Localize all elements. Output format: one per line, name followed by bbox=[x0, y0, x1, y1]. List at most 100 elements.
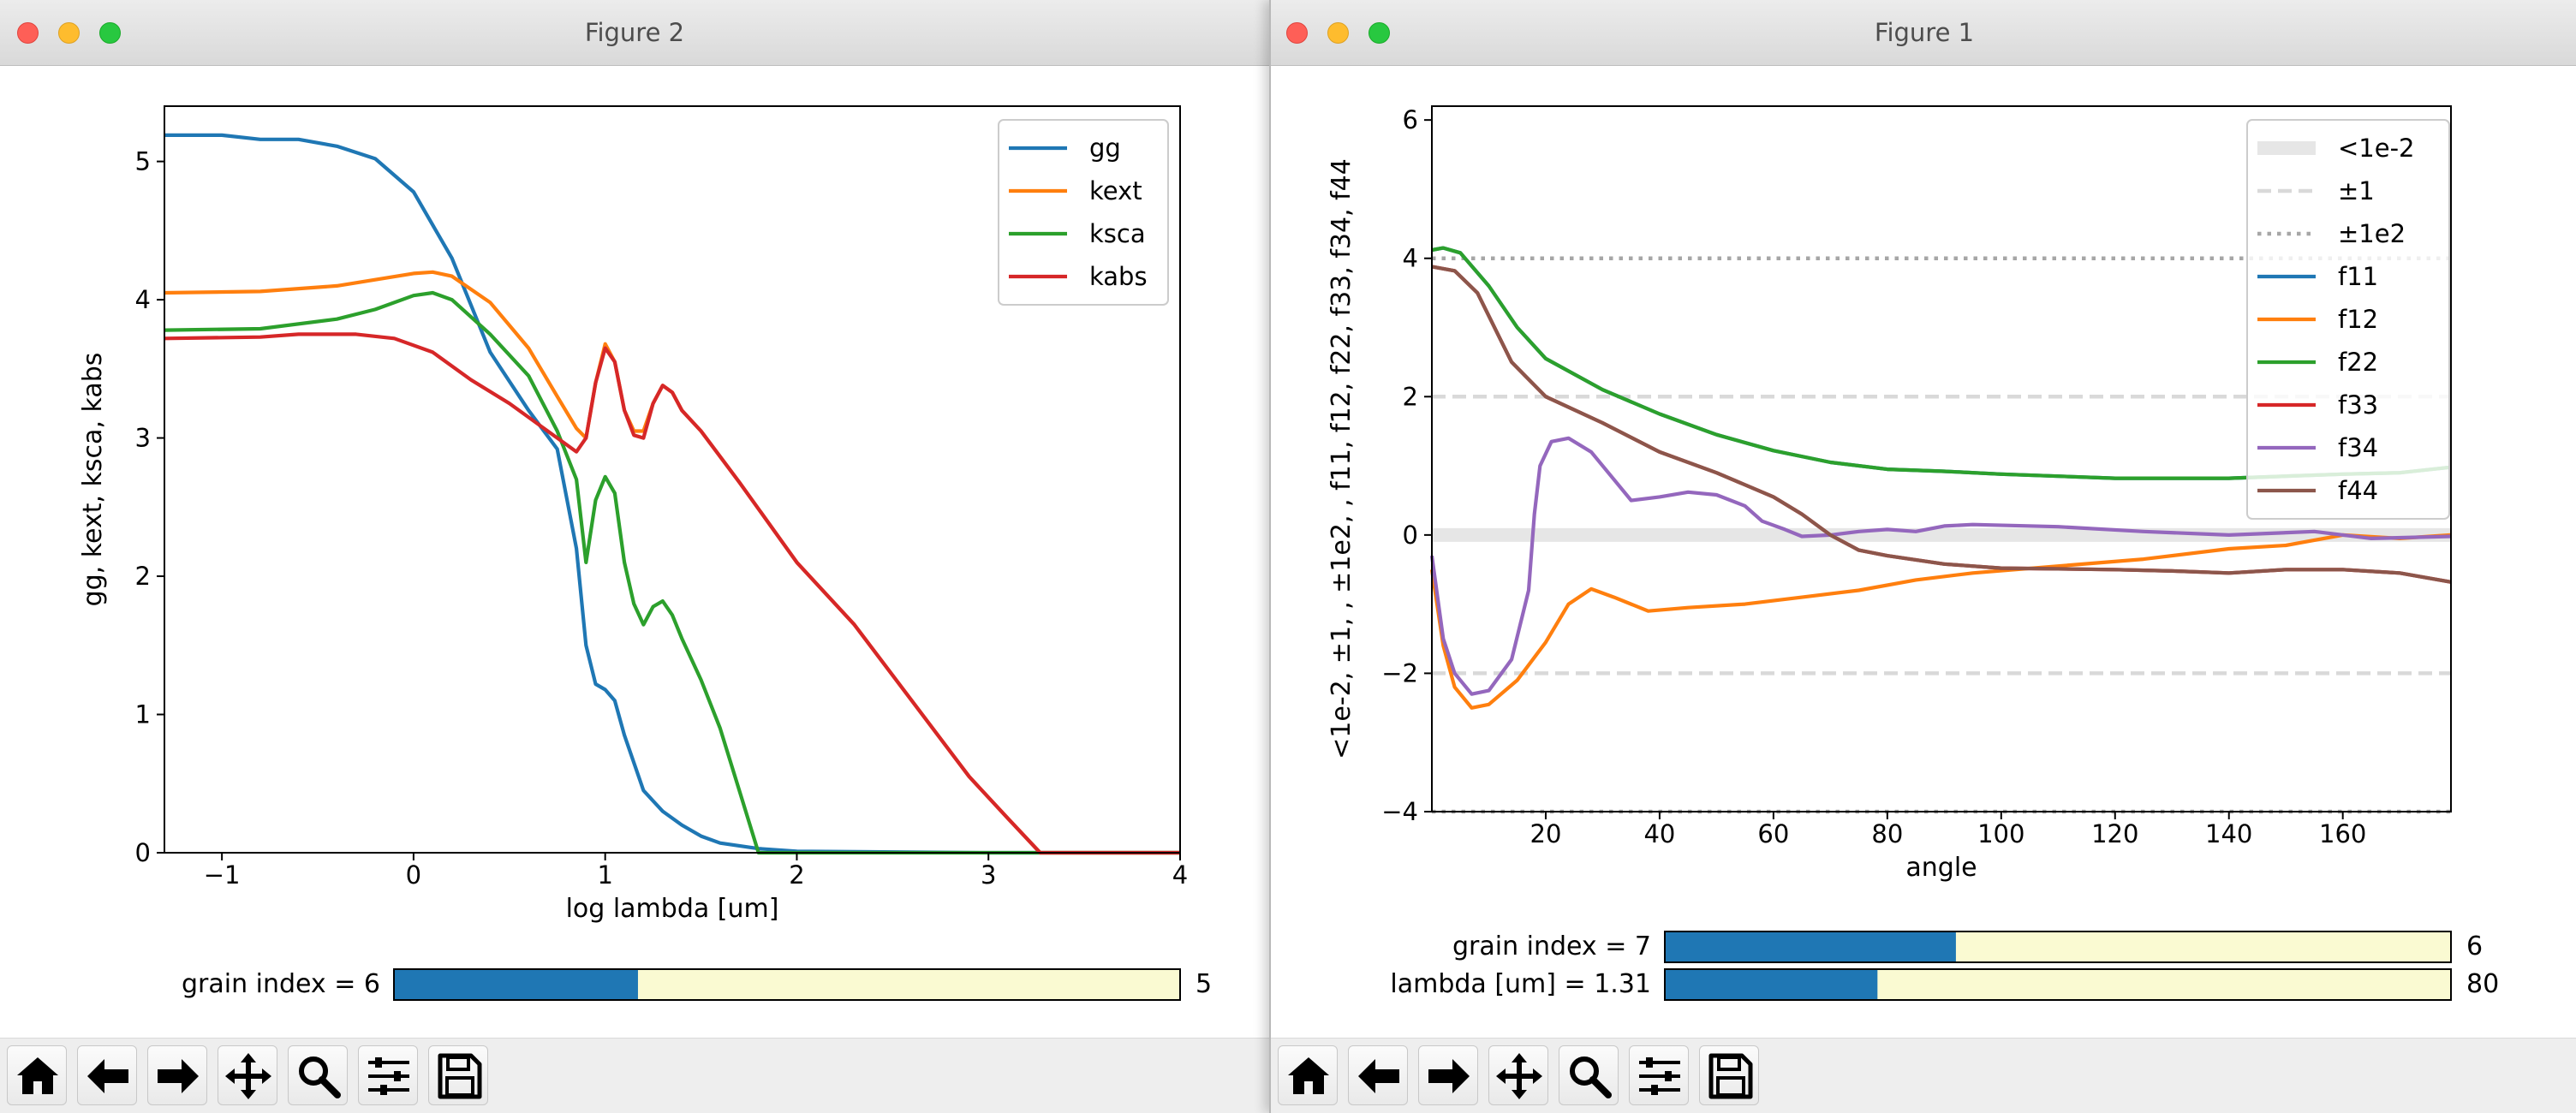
legend-label: f33 bbox=[2338, 390, 2378, 420]
minimize-window-button[interactable] bbox=[1327, 22, 1349, 44]
pan-button[interactable] bbox=[218, 1045, 277, 1105]
y-tick-label: 5 bbox=[135, 147, 151, 176]
x-tick-label: 0 bbox=[406, 860, 421, 890]
slider-label: lambda [um] = 1.31 bbox=[1390, 969, 1651, 999]
slider-value: 5 bbox=[1196, 969, 1212, 999]
y-axis-label: gg, kext, ksca, kabs bbox=[78, 353, 108, 607]
forward-arrow-icon bbox=[158, 1059, 199, 1093]
figure-canvas[interactable]: −1 0 1 2 3 4 0 1 2 3 4 5 log lambda [um] gg, kext, ks… bbox=[0, 67, 1269, 1036]
forward-button[interactable] bbox=[147, 1045, 207, 1105]
home-button[interactable] bbox=[1278, 1045, 1338, 1105]
series-line-f34 bbox=[1429, 436, 2452, 696]
y-tick-label: −2 bbox=[1381, 658, 1418, 687]
x-tick-label: 100 bbox=[1977, 819, 2024, 848]
x-axis-label: angle bbox=[1905, 853, 1977, 883]
legend-label: f44 bbox=[2338, 476, 2378, 505]
x-tick-label: 140 bbox=[2205, 819, 2252, 848]
window-figure-2: Figure 2 −1 0 1 2 3 4 0 1 2 3 4 5 log lambda [um] gg,… bbox=[0, 0, 1269, 1113]
zoom-icon bbox=[1570, 1056, 1612, 1098]
x-tick-label: 160 bbox=[2319, 819, 2366, 848]
save-figure-button[interactable] bbox=[428, 1045, 488, 1105]
legend-box bbox=[2246, 119, 2450, 520]
zoom-icon bbox=[299, 1056, 341, 1098]
save-icon bbox=[438, 1053, 482, 1099]
forward-button[interactable] bbox=[1418, 1045, 1478, 1105]
x-tick-label: 80 bbox=[1871, 819, 1903, 848]
legend-label: f12 bbox=[2338, 305, 2378, 334]
window-title: Figure 2 bbox=[584, 18, 685, 47]
series-line-f22 bbox=[1431, 246, 2452, 480]
legend-label: ±1 bbox=[2338, 176, 2375, 205]
window-title: Figure 1 bbox=[1874, 18, 1975, 47]
window-figure-1: Figure 1 20 40 60 80 100 120 140 160 −4 −2 0 2 4 6 ang… bbox=[1269, 0, 2576, 1113]
legend-label: ksca bbox=[1089, 219, 1146, 248]
y-tick-label: −4 bbox=[1381, 797, 1418, 826]
legend-box bbox=[998, 119, 1169, 306]
x-tick-label: 40 bbox=[1643, 819, 1675, 848]
save-icon bbox=[1708, 1053, 1753, 1099]
back-button[interactable] bbox=[1348, 1045, 1408, 1105]
slider-fill[interactable] bbox=[1666, 932, 1956, 961]
series-line-ksca bbox=[164, 290, 1180, 855]
navigation-toolbar bbox=[1271, 1038, 2576, 1113]
y-tick-label: 3 bbox=[135, 424, 151, 453]
figure-canvas[interactable]: 20 40 60 80 100 120 140 160 −4 −2 0 2 4 6 angle <1e-2, … bbox=[1271, 67, 2576, 1036]
back-arrow-icon bbox=[1358, 1059, 1399, 1093]
back-arrow-icon bbox=[87, 1059, 128, 1093]
slider-value: 6 bbox=[2466, 931, 2483, 961]
series-line-f44 bbox=[1431, 265, 2452, 584]
series-line-kext bbox=[164, 270, 1180, 855]
y-tick-label: 1 bbox=[135, 700, 151, 729]
home-icon bbox=[17, 1057, 58, 1094]
y-tick-label: 0 bbox=[1403, 521, 1418, 550]
axes-frame bbox=[1431, 105, 2452, 812]
x-axis-label: log lambda [um] bbox=[566, 894, 779, 924]
configure-subplots-icon bbox=[368, 1057, 409, 1095]
axes-frame bbox=[164, 105, 1181, 854]
legend-label: gg bbox=[1089, 134, 1121, 163]
home-button[interactable] bbox=[7, 1045, 67, 1105]
y-axis-label: <1e-2, ±1, , ±1e2, , f11, f12, f22, f33,… bbox=[1327, 158, 1357, 759]
legend-label: kabs bbox=[1089, 262, 1148, 291]
title-bar: Figure 2 bbox=[0, 0, 1269, 66]
series-line-kabs bbox=[164, 332, 1180, 855]
y-tick-label: 2 bbox=[1403, 382, 1418, 411]
pan-icon bbox=[1496, 1053, 1542, 1099]
x-tick-label: 60 bbox=[1757, 819, 1789, 848]
legend-label: kext bbox=[1089, 176, 1142, 205]
forward-arrow-icon bbox=[1428, 1059, 1470, 1093]
series-line-f12 bbox=[1429, 533, 2452, 710]
minimize-window-button[interactable] bbox=[58, 22, 80, 44]
series-line-gg bbox=[164, 133, 1180, 855]
legend-label: f22 bbox=[2338, 348, 2378, 377]
zoom-window-button[interactable] bbox=[99, 22, 121, 44]
slider-fill[interactable] bbox=[395, 970, 638, 999]
slider-value: 80 bbox=[2466, 969, 2499, 999]
zoom-button[interactable] bbox=[1559, 1045, 1619, 1105]
y-tick-label: 6 bbox=[1403, 105, 1418, 134]
zoom-button[interactable] bbox=[288, 1045, 348, 1105]
pan-icon bbox=[225, 1053, 271, 1099]
slider-label: grain index = 7 bbox=[1452, 931, 1651, 961]
title-bar: Figure 1 bbox=[1271, 0, 2576, 66]
legend-label: f34 bbox=[2338, 433, 2378, 462]
y-tick-label: 4 bbox=[1403, 244, 1418, 273]
home-icon bbox=[1288, 1057, 1329, 1094]
configure-subplots-button[interactable] bbox=[358, 1045, 418, 1105]
y-tick-label: 4 bbox=[135, 285, 151, 314]
pan-button[interactable] bbox=[1488, 1045, 1548, 1105]
close-window-button[interactable] bbox=[1286, 22, 1308, 44]
slider-fill[interactable] bbox=[1666, 970, 1878, 999]
configure-subplots-button[interactable] bbox=[1629, 1045, 1689, 1105]
zoom-window-button[interactable] bbox=[1368, 22, 1390, 44]
back-button[interactable] bbox=[77, 1045, 137, 1105]
save-figure-button[interactable] bbox=[1699, 1045, 1759, 1105]
legend-label: ±1e2 bbox=[2338, 219, 2406, 248]
x-tick-label: 20 bbox=[1530, 819, 1562, 848]
x-tick-label: 120 bbox=[2091, 819, 2138, 848]
x-tick-label: 2 bbox=[789, 860, 804, 890]
configure-subplots-icon bbox=[1639, 1057, 1680, 1095]
x-tick-label: 4 bbox=[1172, 860, 1188, 890]
x-tick-label: −1 bbox=[204, 860, 241, 890]
close-window-button[interactable] bbox=[17, 22, 39, 44]
